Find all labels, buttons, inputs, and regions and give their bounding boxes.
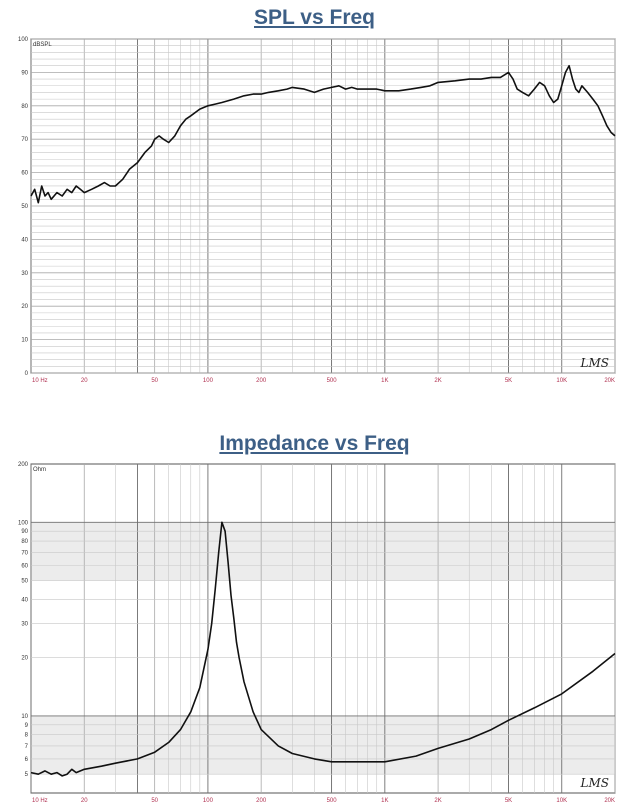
- x-tick-label: 100: [203, 378, 214, 384]
- x-tick-label: 2K: [434, 798, 441, 804]
- x-tick-label: 200: [256, 798, 267, 804]
- y-tick-label: 60: [21, 171, 28, 177]
- x-tick-label: 10 Hz: [32, 378, 48, 384]
- y-tick-label: 90: [21, 70, 28, 76]
- y-axis-unit-label: dBSPL: [33, 42, 52, 48]
- x-tick-label: 5K: [505, 378, 512, 384]
- y-tick-label: 200: [18, 462, 29, 468]
- y-tick-label: 10: [21, 714, 28, 720]
- y-tick-label: 60: [21, 563, 28, 569]
- y-tick-label: 40: [21, 237, 28, 243]
- spl-chart: 0 10 20 30 40 50 60 70 80 90 100 dBSPL 10 Hz 20 50 100 2…: [18, 37, 616, 384]
- x-tick-label: 10K: [556, 378, 567, 384]
- x-tick-label: 10K: [556, 798, 567, 804]
- grid: [30, 38, 616, 374]
- x-tick-label: 50: [151, 798, 158, 804]
- x-tick-label: 1K: [381, 378, 388, 384]
- y-tick-label: 20: [21, 656, 28, 662]
- x-tick-label: 50: [151, 378, 158, 384]
- lms-signature: LMS: [580, 356, 609, 370]
- x-tick-label: 500: [327, 378, 338, 384]
- x-tick-label: 20K: [604, 378, 615, 384]
- x-tick-label: 20: [81, 798, 88, 804]
- y-tick-label: 10: [21, 338, 28, 344]
- y-tick-label: 8: [25, 733, 29, 739]
- y-tick-label: 70: [21, 137, 28, 143]
- x-tick-label: 20: [81, 378, 88, 384]
- y-tick-label: 7: [25, 744, 29, 750]
- x-tick-label: 5K: [505, 798, 512, 804]
- x-tick-label: 100: [203, 798, 214, 804]
- y-tick-label: 9: [25, 723, 29, 729]
- y-tick-label: 20: [21, 304, 28, 310]
- lms-signature: LMS: [580, 776, 609, 790]
- series-line: [30, 64, 616, 204]
- y-tick-label: 80: [21, 104, 28, 110]
- y-tick-label: 5: [25, 772, 29, 778]
- x-tick-label: 20K: [604, 798, 615, 804]
- x-tick-label: 200: [256, 378, 267, 384]
- y-tick-label: 50: [21, 204, 28, 210]
- y-axis-unit-label: Ohm: [33, 467, 46, 473]
- shaded-band: [31, 522, 615, 581]
- y-tick-label: 80: [21, 539, 28, 545]
- x-tick-label: 10 Hz: [32, 798, 48, 804]
- y-tick-label: 50: [21, 579, 28, 585]
- y-tick-label: 100: [18, 37, 29, 43]
- y-tick-label: 30: [21, 271, 28, 277]
- y-tick-label: 40: [21, 597, 28, 603]
- shaded-band: [31, 715, 615, 775]
- x-tick-label: 500: [327, 798, 338, 804]
- grid: [30, 464, 616, 793]
- spl-chart-title: SPL vs Freq: [254, 6, 375, 29]
- y-tick-label: 90: [21, 529, 28, 535]
- series-line: [30, 521, 616, 777]
- x-tick-label: 2K: [434, 378, 441, 384]
- impedance-chart-title: Impedance vs Freq: [219, 432, 410, 455]
- y-tick-label: 0: [25, 371, 29, 377]
- y-tick-label: 100: [18, 520, 29, 526]
- y-tick-label: 30: [21, 622, 28, 628]
- y-tick-label: 70: [21, 550, 28, 556]
- x-tick-label: 1K: [381, 798, 388, 804]
- y-tick-label: 6: [25, 757, 29, 763]
